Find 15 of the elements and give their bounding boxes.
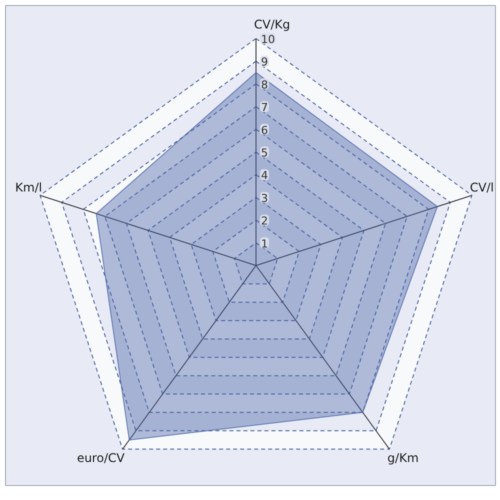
spoke-label: CV/l (470, 180, 494, 194)
y-tick-label: 1 (261, 237, 268, 250)
y-tick-label: 4 (261, 169, 268, 182)
spoke-label: g/Km (387, 451, 419, 466)
y-tick-label: 10 (261, 33, 275, 46)
y-tick-label: 8 (261, 78, 268, 92)
y-tick-label: 7 (261, 101, 268, 114)
spoke-label: euro/CV (76, 451, 126, 466)
y-tick-label: 2 (261, 214, 268, 228)
y-tick-label: 9 (261, 56, 268, 69)
y-tick-label: 5 (261, 146, 268, 160)
y-tick-label: 3 (261, 192, 268, 205)
spoke-label: Km/l (15, 180, 42, 194)
spoke-label: CV/Kg (254, 18, 290, 32)
y-tick-label: 6 (261, 124, 268, 137)
